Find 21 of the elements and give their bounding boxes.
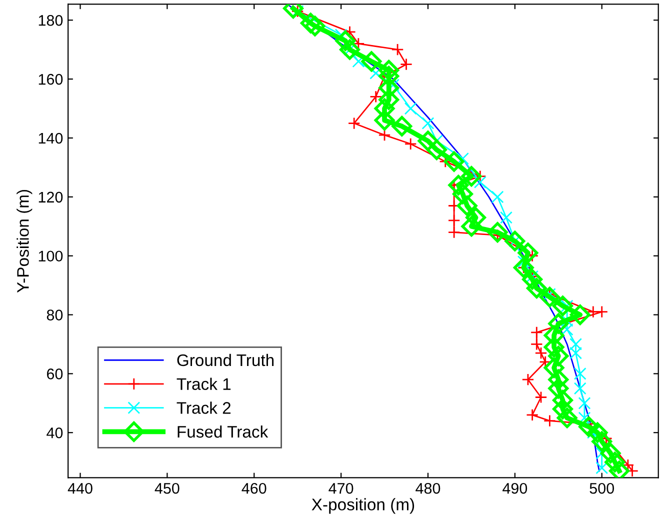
y-tick-label: 180 [38,15,63,26]
legend-label: Track 1 [176,378,231,390]
y-tick-label: 160 [38,74,63,85]
x-tick-label: 470 [328,482,354,494]
y-tick-label: 80 [46,310,63,320]
y-tick-label: 40 [46,427,63,438]
x-tick-label: 490 [502,482,528,494]
x-tick-label: 480 [416,482,440,494]
y-tick-label: 140 [38,132,63,144]
x-tick-label: 460 [242,482,266,494]
x-tick-label: 440 [68,482,92,494]
y-tick-label: 100 [38,250,63,262]
x-tick-label: 450 [154,482,180,494]
x-tick-label: 500 [590,482,614,494]
y-axis-title: Y-Position (m) [16,190,32,293]
legend-label: Ground Truth [177,354,274,366]
legend-label: Fused Track [178,425,268,438]
legend-label: Track 2 [176,402,231,414]
y-tick-label: 120 [38,192,63,203]
x-axis-title: X-position (m) [312,498,414,514]
y-tick-label: 60 [47,368,63,380]
